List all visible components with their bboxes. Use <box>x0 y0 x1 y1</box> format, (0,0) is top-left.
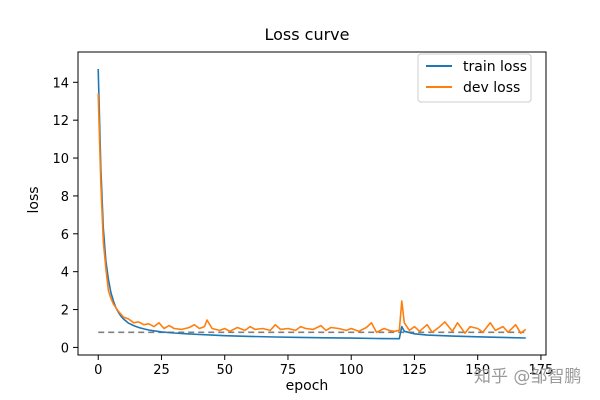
axes: 0 25 50 75 100 125 150 175 0 2 4 6 8 10 12 14 <box>52 51 554 378</box>
plot-area <box>97 68 527 340</box>
y-tick-label: 10 <box>52 152 69 167</box>
legend-label-train-loss: train loss <box>463 59 527 75</box>
y-tick-label: 6 <box>61 228 69 243</box>
axes-frame <box>77 51 547 356</box>
y-axis-title: loss <box>26 186 42 213</box>
y-tick-label: 8 <box>61 190 69 205</box>
x-tick-label: 125 <box>402 363 427 378</box>
y-tick-label: 4 <box>61 266 69 281</box>
series-line-train-loss <box>97 68 526 340</box>
x-tick-label: 25 <box>153 363 170 378</box>
x-tick-label: 50 <box>216 363 233 378</box>
x-tick-label: 100 <box>339 363 364 378</box>
y-tick-label: 12 <box>52 114 69 129</box>
y-tick-label: 14 <box>52 76 69 91</box>
y-tick-label: 2 <box>61 304 69 319</box>
chart-title: Loss curve <box>264 25 349 44</box>
x-tick-label: 0 <box>94 363 102 378</box>
chart-legend: train loss dev loss <box>417 53 532 103</box>
x-tick-label: 150 <box>465 363 490 378</box>
watermark-text: 知乎 @邹智鹏 <box>474 367 581 387</box>
x-tick-label: 75 <box>280 363 297 378</box>
x-axis-title: epoch <box>286 378 329 394</box>
y-tick-label: 0 <box>61 341 69 356</box>
x-tick-label: 175 <box>529 363 554 378</box>
legend-label-dev-loss: dev loss <box>463 80 520 96</box>
series-line-dev-loss <box>97 93 527 335</box>
